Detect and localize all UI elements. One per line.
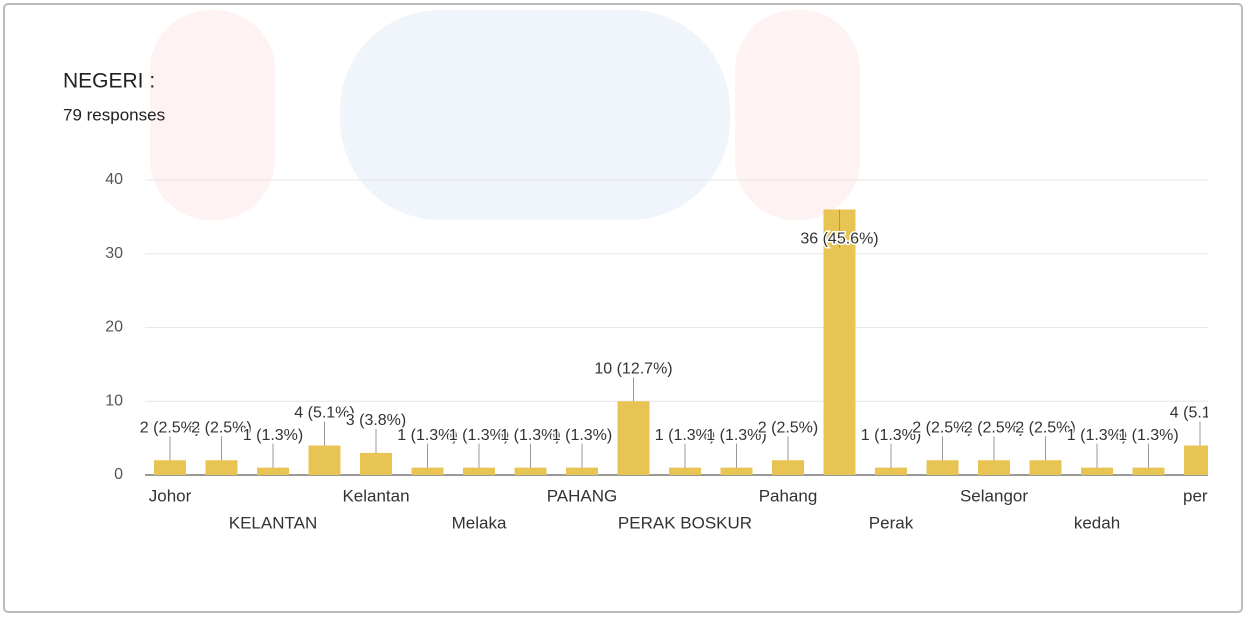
watermark <box>340 10 730 220</box>
bar <box>566 467 598 475</box>
value-label: 1 (1.3%) <box>552 427 612 444</box>
bar <box>463 467 495 475</box>
y-tick-label: 10 <box>105 392 123 409</box>
x-tick-label: Pahang <box>759 486 818 505</box>
y-tick-label: 30 <box>105 245 123 262</box>
chart-title: NEGERI : <box>63 70 155 93</box>
x-tick-label: Kelantan <box>342 486 409 505</box>
bar <box>823 209 856 475</box>
watermark <box>150 10 275 220</box>
bar <box>926 460 959 475</box>
value-label: 1 (1.3%) <box>1067 427 1127 444</box>
value-label: 4 (5.1%) <box>1170 405 1230 422</box>
value-label: 36 (45.6%) <box>800 231 878 248</box>
value-label: 1 (1.3%) <box>861 427 921 444</box>
bar <box>978 460 1010 475</box>
x-tick-label: pera <box>1183 486 1218 505</box>
value-label: 2 (2.5%) <box>964 419 1024 436</box>
bar <box>308 445 341 475</box>
value-label: 1 (1.3%) <box>655 427 715 444</box>
value-label: 2 (2.5%) <box>912 419 972 436</box>
y-tick-label: 0 <box>114 466 123 483</box>
value-label: 1 (1.3%) <box>500 427 560 444</box>
y-tick-label: 40 <box>105 171 123 188</box>
x-tick-label: kedah <box>1074 513 1120 532</box>
value-label: 1 (1.3%) <box>243 427 303 444</box>
value-label: 1 (1.3%) <box>397 427 457 444</box>
bar <box>1081 467 1113 475</box>
watermark <box>735 10 860 220</box>
x-tick-label: Selangor <box>960 486 1028 505</box>
x-tick-label: PAHANG <box>547 486 618 505</box>
bar <box>1029 460 1062 475</box>
value-label: 2 (2.5%) <box>758 419 818 436</box>
x-tick-label: Perak <box>869 513 914 532</box>
bar <box>772 460 804 475</box>
value-label: 1 (1.3%) <box>706 427 766 444</box>
value-label: 2 (2.5%) <box>140 419 200 436</box>
subtitle: 79 responses <box>63 105 165 124</box>
bar <box>617 401 650 475</box>
x-tick-label: PERAK BOSKUR <box>618 513 752 532</box>
bar <box>1184 445 1208 475</box>
value-label: 3 (3.8%) <box>346 412 406 429</box>
bar <box>411 467 444 475</box>
value-label: 10 (12.7%) <box>594 360 672 377</box>
bar <box>720 467 753 475</box>
bar <box>514 467 547 475</box>
x-tick-label: Melaka <box>452 513 507 532</box>
bar <box>205 460 238 475</box>
bar <box>1132 467 1165 475</box>
bar <box>875 467 907 475</box>
x-tick-label: Johor <box>149 486 192 505</box>
bar <box>154 460 186 475</box>
bar <box>257 467 289 475</box>
y-tick-label: 20 <box>105 319 123 336</box>
bar <box>669 467 701 475</box>
value-label: 2 (2.5%) <box>1015 419 1075 436</box>
value-label: 1 (1.3%) <box>449 427 509 444</box>
value-label: 4 (5.1%) <box>294 405 354 422</box>
value-label: 2 (2.5%) <box>191 419 251 436</box>
bar <box>360 452 392 475</box>
value-label: 1 (1.3%) <box>1118 427 1178 444</box>
x-tick-label: KELANTAN <box>229 513 318 532</box>
